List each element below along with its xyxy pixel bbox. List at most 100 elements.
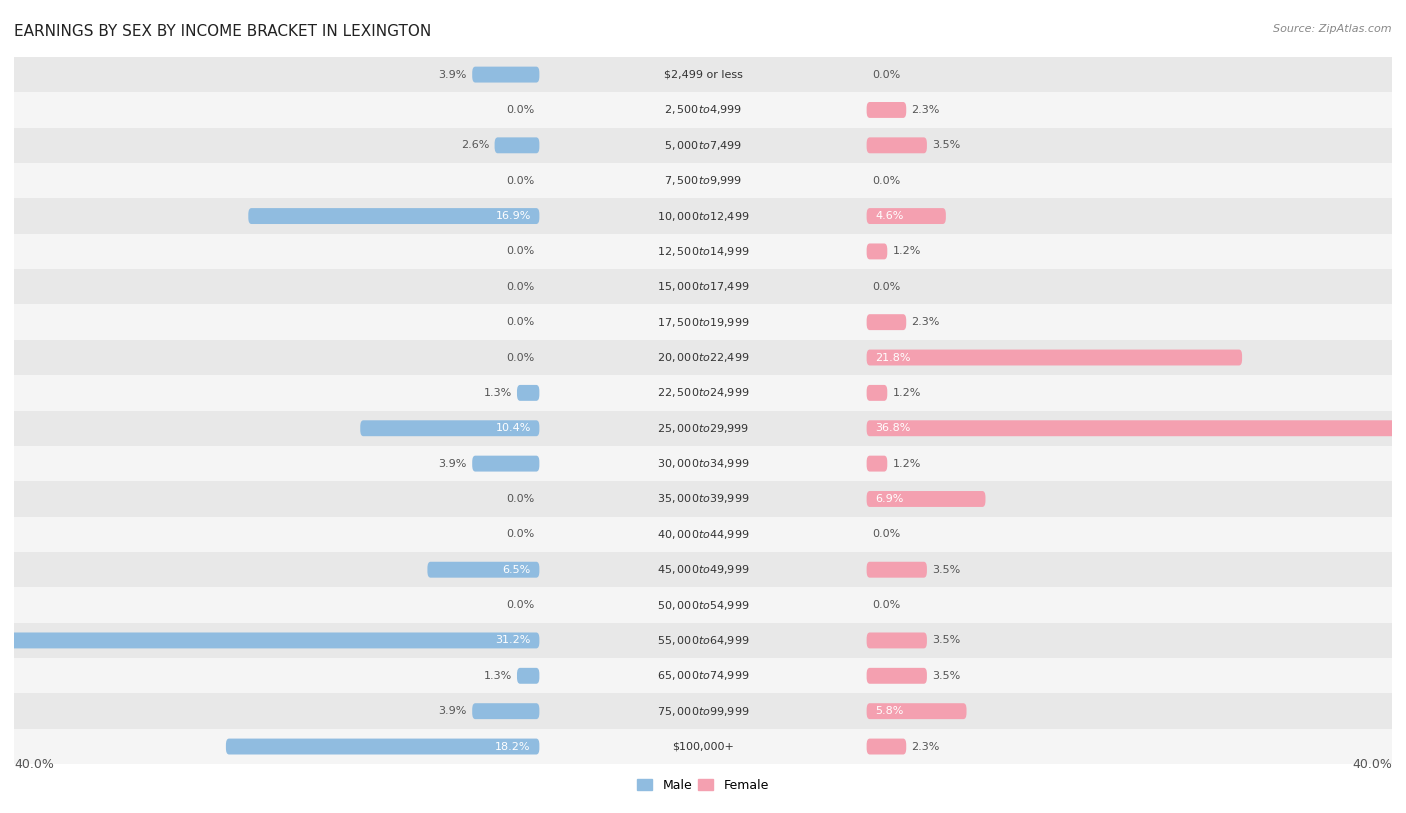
Text: 31.2%: 31.2% [495,636,531,646]
FancyBboxPatch shape [517,667,540,684]
Text: $30,000 to $34,999: $30,000 to $34,999 [657,457,749,470]
Text: $5,000 to $7,499: $5,000 to $7,499 [664,139,742,152]
Text: $50,000 to $54,999: $50,000 to $54,999 [657,598,749,611]
Bar [14,269,1392,304]
Text: 3.9%: 3.9% [439,70,467,80]
Text: 2.3%: 2.3% [911,741,939,751]
FancyBboxPatch shape [866,314,907,330]
Bar [14,304,1392,340]
Text: $100,000+: $100,000+ [672,741,734,751]
FancyBboxPatch shape [495,137,540,154]
Text: 0.0%: 0.0% [872,176,900,185]
Text: 1.2%: 1.2% [893,459,921,468]
Text: 21.8%: 21.8% [875,353,911,363]
Bar [14,729,1392,764]
Text: 0.0%: 0.0% [506,176,534,185]
Bar [14,163,1392,198]
Bar [14,446,1392,481]
Text: EARNINGS BY SEX BY INCOME BRACKET IN LEXINGTON: EARNINGS BY SEX BY INCOME BRACKET IN LEX… [14,24,432,39]
Bar [14,517,1392,552]
Bar [14,128,1392,163]
Text: 1.3%: 1.3% [484,388,512,398]
Text: $22,500 to $24,999: $22,500 to $24,999 [657,386,749,399]
FancyBboxPatch shape [427,562,540,578]
Bar [14,198,1392,233]
FancyBboxPatch shape [517,385,540,401]
Bar [14,92,1392,128]
Bar [14,481,1392,517]
Text: 6.9%: 6.9% [875,494,904,504]
Text: 40.0%: 40.0% [1353,759,1392,772]
Text: 1.3%: 1.3% [484,671,512,680]
FancyBboxPatch shape [472,703,540,720]
FancyBboxPatch shape [472,455,540,472]
Text: $2,500 to $4,999: $2,500 to $4,999 [664,103,742,116]
FancyBboxPatch shape [866,491,986,507]
Text: $45,000 to $49,999: $45,000 to $49,999 [657,563,749,576]
Text: 3.9%: 3.9% [439,706,467,716]
Text: 2.3%: 2.3% [911,105,939,115]
Bar [14,623,1392,658]
Text: 4.6%: 4.6% [875,211,904,221]
Text: 5.8%: 5.8% [875,706,904,716]
Text: $12,500 to $14,999: $12,500 to $14,999 [657,245,749,258]
Bar [14,411,1392,446]
Text: $35,000 to $39,999: $35,000 to $39,999 [657,493,749,506]
FancyBboxPatch shape [1,633,540,649]
Legend: Male, Female: Male, Female [633,774,773,797]
Bar [14,340,1392,375]
Text: 10.4%: 10.4% [495,424,531,433]
Text: $2,499 or less: $2,499 or less [664,70,742,80]
FancyBboxPatch shape [866,208,946,224]
Bar [14,233,1392,269]
FancyBboxPatch shape [472,67,540,83]
Text: 0.0%: 0.0% [506,353,534,363]
FancyBboxPatch shape [866,633,927,649]
Text: 3.5%: 3.5% [932,671,960,680]
Text: 40.0%: 40.0% [14,759,53,772]
Bar [14,659,1392,693]
Text: 0.0%: 0.0% [872,70,900,80]
Text: $25,000 to $29,999: $25,000 to $29,999 [657,422,749,435]
FancyBboxPatch shape [866,350,1241,366]
Text: 0.0%: 0.0% [506,600,534,610]
Bar [14,57,1392,92]
Text: 3.9%: 3.9% [439,459,467,468]
FancyBboxPatch shape [866,102,907,118]
FancyBboxPatch shape [866,385,887,401]
Text: $75,000 to $99,999: $75,000 to $99,999 [657,705,749,718]
Text: $55,000 to $64,999: $55,000 to $64,999 [657,634,749,647]
Text: $20,000 to $22,499: $20,000 to $22,499 [657,351,749,364]
FancyBboxPatch shape [249,208,540,224]
Bar [14,693,1392,729]
Text: $40,000 to $44,999: $40,000 to $44,999 [657,528,749,541]
Text: 16.9%: 16.9% [495,211,531,221]
FancyBboxPatch shape [866,137,927,154]
Text: 0.0%: 0.0% [506,529,534,539]
Text: 0.0%: 0.0% [506,246,534,256]
Text: 0.0%: 0.0% [506,317,534,327]
Bar [14,375,1392,411]
FancyBboxPatch shape [866,562,927,578]
Text: $7,500 to $9,999: $7,500 to $9,999 [664,174,742,187]
Text: 1.2%: 1.2% [893,246,921,256]
FancyBboxPatch shape [866,455,887,472]
FancyBboxPatch shape [866,667,927,684]
Text: 0.0%: 0.0% [872,600,900,610]
Text: 0.0%: 0.0% [872,529,900,539]
Text: 2.6%: 2.6% [461,141,489,150]
Text: 0.0%: 0.0% [872,282,900,292]
FancyBboxPatch shape [866,243,887,259]
Text: 18.2%: 18.2% [495,741,531,751]
FancyBboxPatch shape [866,738,907,754]
FancyBboxPatch shape [866,703,966,720]
Text: 1.2%: 1.2% [893,388,921,398]
Bar [14,587,1392,623]
Text: 36.8%: 36.8% [875,424,911,433]
Text: 0.0%: 0.0% [506,282,534,292]
Bar [14,552,1392,587]
Text: 3.5%: 3.5% [932,636,960,646]
Text: 0.0%: 0.0% [506,105,534,115]
Text: 2.3%: 2.3% [911,317,939,327]
Text: 6.5%: 6.5% [502,565,531,575]
